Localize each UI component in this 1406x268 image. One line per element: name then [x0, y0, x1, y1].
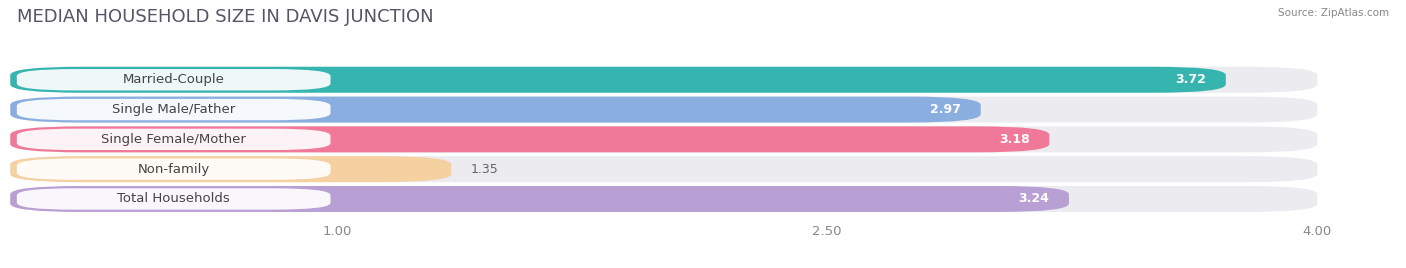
Text: Single Male/Father: Single Male/Father — [112, 103, 235, 116]
Text: 3.24: 3.24 — [1018, 192, 1049, 206]
Text: Source: ZipAtlas.com: Source: ZipAtlas.com — [1278, 8, 1389, 18]
FancyBboxPatch shape — [10, 96, 981, 122]
FancyBboxPatch shape — [10, 126, 1317, 152]
Text: Married-Couple: Married-Couple — [122, 73, 225, 86]
FancyBboxPatch shape — [10, 96, 1317, 122]
Text: MEDIAN HOUSEHOLD SIZE IN DAVIS JUNCTION: MEDIAN HOUSEHOLD SIZE IN DAVIS JUNCTION — [17, 8, 433, 26]
FancyBboxPatch shape — [17, 188, 330, 210]
FancyBboxPatch shape — [10, 186, 1317, 212]
Text: 2.97: 2.97 — [931, 103, 962, 116]
FancyBboxPatch shape — [10, 186, 1069, 212]
FancyBboxPatch shape — [10, 156, 451, 182]
FancyBboxPatch shape — [10, 67, 1226, 93]
FancyBboxPatch shape — [17, 129, 330, 150]
FancyBboxPatch shape — [10, 67, 1317, 93]
Text: 3.18: 3.18 — [1000, 133, 1029, 146]
Text: 1.35: 1.35 — [471, 163, 499, 176]
Text: Total Households: Total Households — [117, 192, 231, 206]
FancyBboxPatch shape — [17, 158, 330, 180]
Text: Non-family: Non-family — [138, 163, 209, 176]
FancyBboxPatch shape — [17, 69, 330, 90]
Text: 3.72: 3.72 — [1175, 73, 1206, 86]
FancyBboxPatch shape — [17, 99, 330, 120]
FancyBboxPatch shape — [10, 156, 1317, 182]
FancyBboxPatch shape — [10, 126, 1049, 152]
Text: Single Female/Mother: Single Female/Mother — [101, 133, 246, 146]
